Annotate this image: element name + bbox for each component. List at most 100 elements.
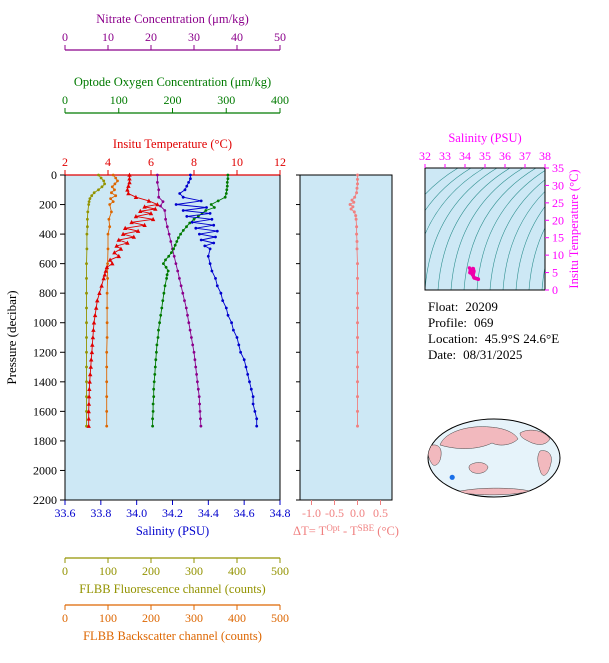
svg-text:33.8: 33.8 [90, 506, 111, 520]
svg-text:100: 100 [110, 93, 128, 107]
svg-text:ΔT= TOpt - TSBE (°C): ΔT= TOpt - TSBE (°C) [293, 523, 399, 538]
date-row: Date: 08/31/2025 [428, 347, 559, 363]
date-value: 08/31/2025 [463, 346, 523, 362]
delta-t-plot: -1.0 -0.5 0.0 0.5 ΔT= TOpt - TSBE (°C) [293, 173, 399, 538]
svg-text:-0.5: -0.5 [325, 506, 344, 520]
svg-text:32: 32 [419, 149, 431, 163]
svg-text:35: 35 [479, 149, 491, 163]
svg-text:200: 200 [164, 93, 182, 107]
svg-text:0: 0 [62, 611, 68, 625]
svg-text:1000: 1000 [33, 316, 57, 330]
svg-text:30: 30 [188, 30, 200, 44]
svg-text:34: 34 [459, 149, 471, 163]
svg-text:38: 38 [539, 149, 551, 163]
world-map [427, 418, 561, 498]
svg-text:200: 200 [142, 564, 160, 578]
continents [428, 426, 552, 496]
svg-text:0.5: 0.5 [373, 506, 388, 520]
svg-text:300: 300 [217, 93, 235, 107]
svg-text:100: 100 [99, 564, 117, 578]
svg-text:2000: 2000 [33, 463, 57, 477]
svg-text:8: 8 [191, 155, 197, 169]
profile-plot: 0200400600800100012001400160018002000220… [4, 12, 291, 643]
profile-row: Profile: 069 [428, 315, 559, 331]
svg-text:300: 300 [185, 564, 203, 578]
svg-text:50: 50 [274, 30, 286, 44]
temperature-axis: 2 4 6 8 10 12 Insitu Temperature (°C) [62, 137, 286, 176]
salinity-series [174, 173, 259, 428]
svg-text:10: 10 [231, 155, 243, 169]
continent-australia [468, 462, 489, 474]
svg-text:Insitu Temperature (°C): Insitu Temperature (°C) [567, 169, 581, 288]
svg-text:33.6: 33.6 [55, 506, 76, 520]
svg-text:2: 2 [62, 155, 68, 169]
svg-text:34.6: 34.6 [234, 506, 255, 520]
svg-text:500: 500 [271, 564, 289, 578]
profile-value: 069 [474, 314, 494, 330]
svg-text:12: 12 [274, 155, 286, 169]
continent-south-america [537, 450, 552, 476]
svg-text:37: 37 [519, 149, 531, 163]
float-location-marker [449, 474, 455, 480]
svg-text:1200: 1200 [33, 345, 57, 359]
svg-text:1400: 1400 [33, 375, 57, 389]
svg-text:FLBB Fluorescence channel (cou: FLBB Fluorescence channel (counts) [79, 582, 265, 596]
ts-points [467, 266, 481, 281]
svg-text:300: 300 [185, 611, 203, 625]
svg-text:2200: 2200 [33, 493, 57, 507]
svg-text:500: 500 [271, 611, 289, 625]
fluorescence-axis: 0 100 200 300 400 500 FLBB Fluorescence channe… [62, 557, 289, 596]
svg-text:400: 400 [271, 93, 289, 107]
salinity-axis: 33.6 33.8 34.0 34.2 34.4 34.6 34.8 Salinity (PS… [55, 500, 291, 538]
svg-text:-1.0: -1.0 [302, 506, 321, 520]
svg-text:600: 600 [39, 257, 57, 271]
svg-text:34.8: 34.8 [270, 506, 291, 520]
density-contours [425, 168, 545, 290]
svg-text:1600: 1600 [33, 404, 57, 418]
ts-diagram: 32 33 34 35 36 37 38 Salinity (PSU) 0 5 10 15 20 25 30… [419, 131, 581, 297]
float-info: Float: 20209 Profile: 069 Location: 45.9°S … [428, 299, 559, 362]
svg-text:Insitu Temperature (°C): Insitu Temperature (°C) [113, 137, 232, 151]
svg-text:200: 200 [142, 611, 160, 625]
backscatter-axis: 0 100 200 300 400 500 FLBB Backscatter channel… [62, 604, 289, 643]
svg-text:800: 800 [39, 286, 57, 300]
nitrate-axis: 0 10 20 30 40 50 Nitrate Concentration (μm/kg) [62, 12, 286, 51]
float-id-row: Float: 20209 [428, 299, 559, 315]
svg-text:0: 0 [62, 564, 68, 578]
profile-label: Profile: [428, 314, 467, 330]
oxygen-series [151, 173, 230, 428]
svg-text:30: 30 [552, 178, 564, 192]
svg-text:Optode Oxygen Concentration (μ: Optode Oxygen Concentration (μm/kg) [74, 75, 271, 89]
svg-text:1800: 1800 [33, 434, 57, 448]
svg-text:33: 33 [439, 149, 451, 163]
svg-text:25: 25 [552, 196, 564, 210]
svg-text:Salinity (PSU): Salinity (PSU) [136, 524, 209, 538]
svg-text:6: 6 [148, 155, 154, 169]
svg-text:34.4: 34.4 [198, 506, 219, 520]
svg-text:FLBB Backscatter channel (coun: FLBB Backscatter channel (counts) [83, 629, 262, 643]
svg-text:100: 100 [99, 611, 117, 625]
location-row: Location: 45.9°S 24.6°E [428, 331, 559, 347]
continent-eurasia [439, 426, 519, 449]
date-label: Date: [428, 346, 457, 362]
svg-text:0: 0 [62, 30, 68, 44]
continent-north-america [519, 429, 551, 445]
svg-text:Salinity (PSU): Salinity (PSU) [448, 131, 521, 145]
svg-text:Nitrate Concentration (μm/kg): Nitrate Concentration (μm/kg) [96, 12, 249, 26]
temperature-series [86, 172, 160, 428]
svg-text:400: 400 [228, 611, 246, 625]
svg-text:40: 40 [231, 30, 243, 44]
svg-text:20: 20 [552, 213, 564, 227]
svg-text:5: 5 [552, 266, 558, 280]
fluorescence-series [85, 173, 106, 428]
svg-text:400: 400 [39, 227, 57, 241]
svg-text:Pressure (decibar): Pressure (decibar) [4, 290, 19, 384]
location-value: 45.9°S 24.6°E [484, 330, 560, 346]
svg-text:20: 20 [145, 30, 157, 44]
svg-text:0: 0 [552, 283, 558, 297]
backscatter-series [105, 173, 119, 428]
float-value: 20209 [465, 299, 498, 314]
svg-text:200: 200 [39, 198, 57, 212]
